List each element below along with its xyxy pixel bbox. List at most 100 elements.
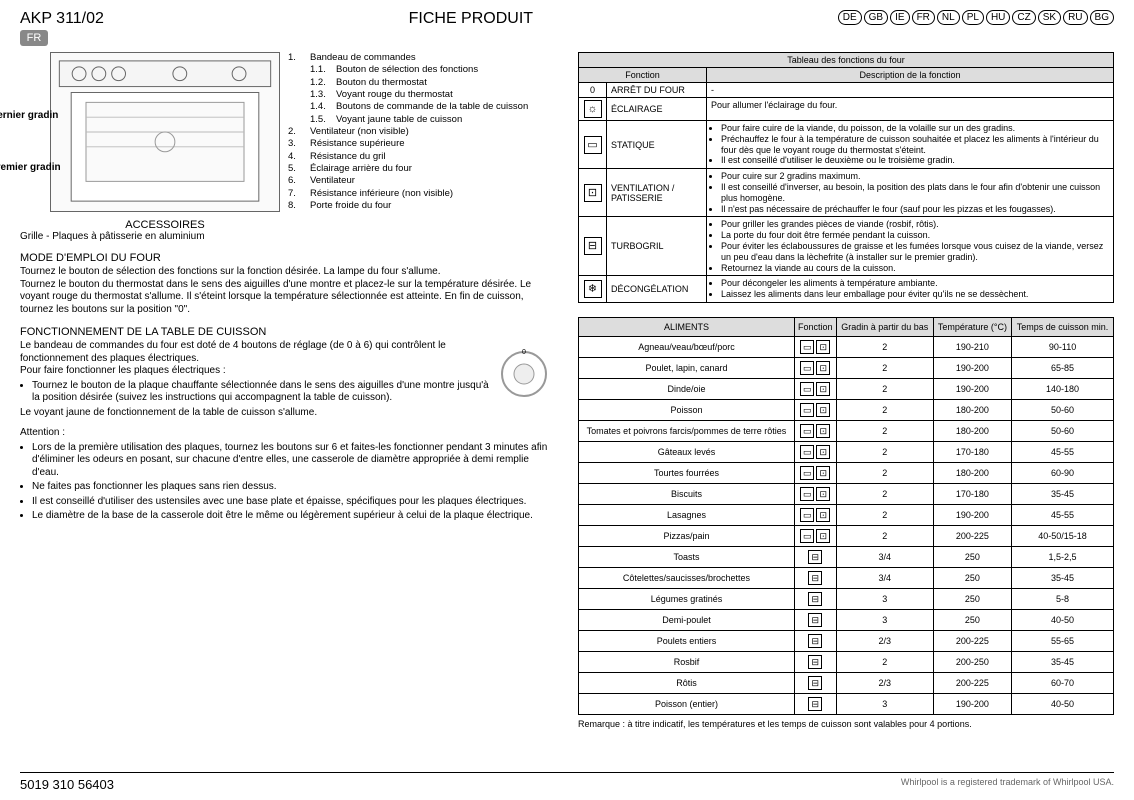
hob-bullet-1: Tournez le bouton de la plaque chauffant… — [32, 380, 558, 405]
func-row: ▭STATIQUEPour faire cuire de la viande, … — [579, 121, 1114, 169]
func-row: 0ARRÊT DU FOUR- — [579, 83, 1114, 98]
cook-col-header: Gradin à partir du bas — [836, 317, 933, 336]
page-title: FICHE PRODUIT — [409, 10, 533, 28]
legend-item: 6.Ventilateur — [288, 175, 558, 187]
lang-pill-hu[interactable]: HU — [986, 10, 1010, 25]
func-icon: ⊟ — [584, 237, 602, 255]
cook-row: Poisson▭⊡2180-20050-60 — [579, 399, 1114, 420]
cook-row: Demi-poulet⊟325040-50 — [579, 609, 1114, 630]
lang-pill-pl[interactable]: PL — [962, 10, 984, 25]
header: AKP 311/02 FR FICHE PRODUIT DEGBIEFRNLPL… — [20, 10, 1114, 46]
static-icon: ▭ — [800, 382, 814, 396]
lang-pill-fr[interactable]: FR — [912, 10, 935, 25]
cook-row: Lasagnes▭⊡2190-20045-55 — [579, 504, 1114, 525]
fan-icon: ⊡ — [816, 508, 830, 522]
legend-item: 2.Ventilateur (non visible) — [288, 126, 558, 138]
footer: 5019 310 56403 Whirlpool is a registered… — [20, 772, 1114, 792]
hob-p3: Le voyant jaune de fonctionnement de la … — [20, 407, 558, 420]
footnote: Remarque : à titre indicatif, les tempér… — [578, 719, 1114, 729]
legend-subitem: 1.1.Bouton de sélection des fonctions — [288, 64, 558, 76]
cook-row: Poisson (entier)⊟3190-20040-50 — [579, 693, 1114, 714]
func-row: ❄DÉCONGÉLATIONPour décongeler les alimen… — [579, 276, 1114, 303]
legend-item: 1.Bandeau de commandes — [288, 52, 558, 64]
cook-row: Poulet, lapin, canard▭⊡2190-20065-85 — [579, 357, 1114, 378]
turbogril-icon: ⊟ — [808, 613, 822, 627]
current-lang-badge: FR — [20, 30, 48, 46]
cook-col-header: Température (°C) — [933, 317, 1011, 336]
func-icon: ⊡ — [584, 184, 602, 202]
legend-item: 5.Éclairage arrière du four — [288, 163, 558, 175]
legend-item: 3.Résistance supérieure — [288, 138, 558, 150]
static-icon: ▭ — [800, 466, 814, 480]
dial-icon: 0 — [494, 344, 554, 404]
hob-text: 0 Le bandeau de commandes du four est do… — [20, 340, 558, 419]
fan-icon: ⊡ — [816, 361, 830, 375]
turbogril-icon: ⊟ — [808, 634, 822, 648]
lang-pill-de[interactable]: DE — [838, 10, 862, 25]
hob-p1: Le bandeau de commandes du four est doté… — [20, 340, 558, 365]
func-row: ⊡VENTILATION / PATISSERIEPour cuire sur … — [579, 169, 1114, 217]
attention-title: Attention : — [20, 427, 558, 440]
cook-row: Rosbif⊟2200-25035-45 — [579, 651, 1114, 672]
attention-block: Attention : Lors de la première utilisat… — [20, 427, 558, 523]
lang-pill-ru[interactable]: RU — [1063, 10, 1087, 25]
turbogril-icon: ⊟ — [808, 655, 822, 669]
static-icon: ▭ — [800, 508, 814, 522]
cook-col-header: Temps de cuisson min. — [1012, 317, 1114, 336]
legend-subitem: 1.3.Voyant rouge du thermostat — [288, 89, 558, 101]
cook-row: Toasts⊟3/42501,5-2,5 — [579, 546, 1114, 567]
cook-row: Biscuits▭⊡2170-18035-45 — [579, 483, 1114, 504]
cook-row: Légumes gratinés⊟32505-8 — [579, 588, 1114, 609]
language-row: DEGBIEFRNLPLHUCZSKRUBG — [838, 10, 1114, 25]
func-icon: ▭ — [584, 136, 602, 154]
hob-title: FONCTIONNEMENT DE LA TABLE DE CUISSON — [20, 326, 558, 338]
static-icon: ▭ — [800, 445, 814, 459]
cook-row: Tourtes fourrées▭⊡2180-20060-90 — [579, 462, 1114, 483]
cook-row: Gâteaux levés▭⊡2170-18045-55 — [579, 441, 1114, 462]
lang-pill-gb[interactable]: GB — [864, 10, 888, 25]
dernier-gradin-label: Dernier gradin — [0, 110, 58, 121]
cook-row: Côtelettes/saucisses/brochettes⊟3/425035… — [579, 567, 1114, 588]
oven-diagram — [50, 52, 280, 212]
mode-text: Tournez le bouton de sélection des fonct… — [20, 266, 558, 316]
cook-row: Tomates et poivrons farcis/pommes de ter… — [579, 420, 1114, 441]
fan-icon: ⊡ — [816, 529, 830, 543]
fan-icon: ⊡ — [816, 466, 830, 480]
func-icon: ❄ — [584, 280, 602, 298]
cook-col-header: Fonction — [794, 317, 836, 336]
legend-item: 4.Résistance du gril — [288, 151, 558, 163]
cook-col-header: ALIMENTS — [579, 317, 795, 336]
func-row: ☼ÉCLAIRAGEPour allumer l'éclairage du fo… — [579, 98, 1114, 121]
lang-pill-bg[interactable]: BG — [1090, 10, 1114, 25]
mode-p2: Tournez le bouton du thermostat dans le … — [20, 279, 558, 317]
turbogril-icon: ⊟ — [808, 697, 822, 711]
func-col2: Description de la fonction — [707, 68, 1114, 83]
model-number: AKP 311/02 — [20, 10, 104, 28]
func-row: ⊟TURBOGRILPour griller les grandes pièce… — [579, 217, 1114, 276]
turbogril-icon: ⊟ — [808, 550, 822, 564]
accessories-text: Grille - Plaques à pâtisserie en alumini… — [20, 231, 280, 242]
fan-icon: ⊡ — [816, 340, 830, 354]
lang-pill-ie[interactable]: IE — [890, 10, 909, 25]
cook-row: Pizzas/pain▭⊡2200-22540-50/15-18 — [579, 525, 1114, 546]
lang-pill-sk[interactable]: SK — [1038, 10, 1061, 25]
svg-text:0: 0 — [522, 349, 526, 356]
turbogril-icon: ⊟ — [808, 571, 822, 585]
turbogril-icon: ⊟ — [808, 592, 822, 606]
footer-code: 5019 310 56403 — [20, 777, 114, 792]
static-icon: ▭ — [800, 340, 814, 354]
static-icon: ▭ — [800, 361, 814, 375]
lang-pill-nl[interactable]: NL — [937, 10, 960, 25]
cook-row: Rôtis⊟2/3200-22560-70 — [579, 672, 1114, 693]
legend-subitem: 1.4.Boutons de commande de la table de c… — [288, 101, 558, 113]
cook-row: Poulets entiers⊟2/3200-22555-65 — [579, 630, 1114, 651]
premier-gradin-label: Premier gradin — [0, 162, 61, 173]
lang-pill-cz[interactable]: CZ — [1012, 10, 1035, 25]
attn-b3: Il est conseillé d'utiliser des ustensil… — [32, 496, 558, 509]
fan-icon: ⊡ — [816, 382, 830, 396]
attn-b4: Le diamètre de la base de la casserole d… — [32, 510, 558, 523]
mode-title: MODE D'EMPLOI DU FOUR — [20, 252, 558, 264]
static-icon: ▭ — [800, 403, 814, 417]
legend-subitem: 1.2.Bouton du thermostat — [288, 77, 558, 89]
legend-item: 7.Résistance inférieure (non visible) — [288, 188, 558, 200]
